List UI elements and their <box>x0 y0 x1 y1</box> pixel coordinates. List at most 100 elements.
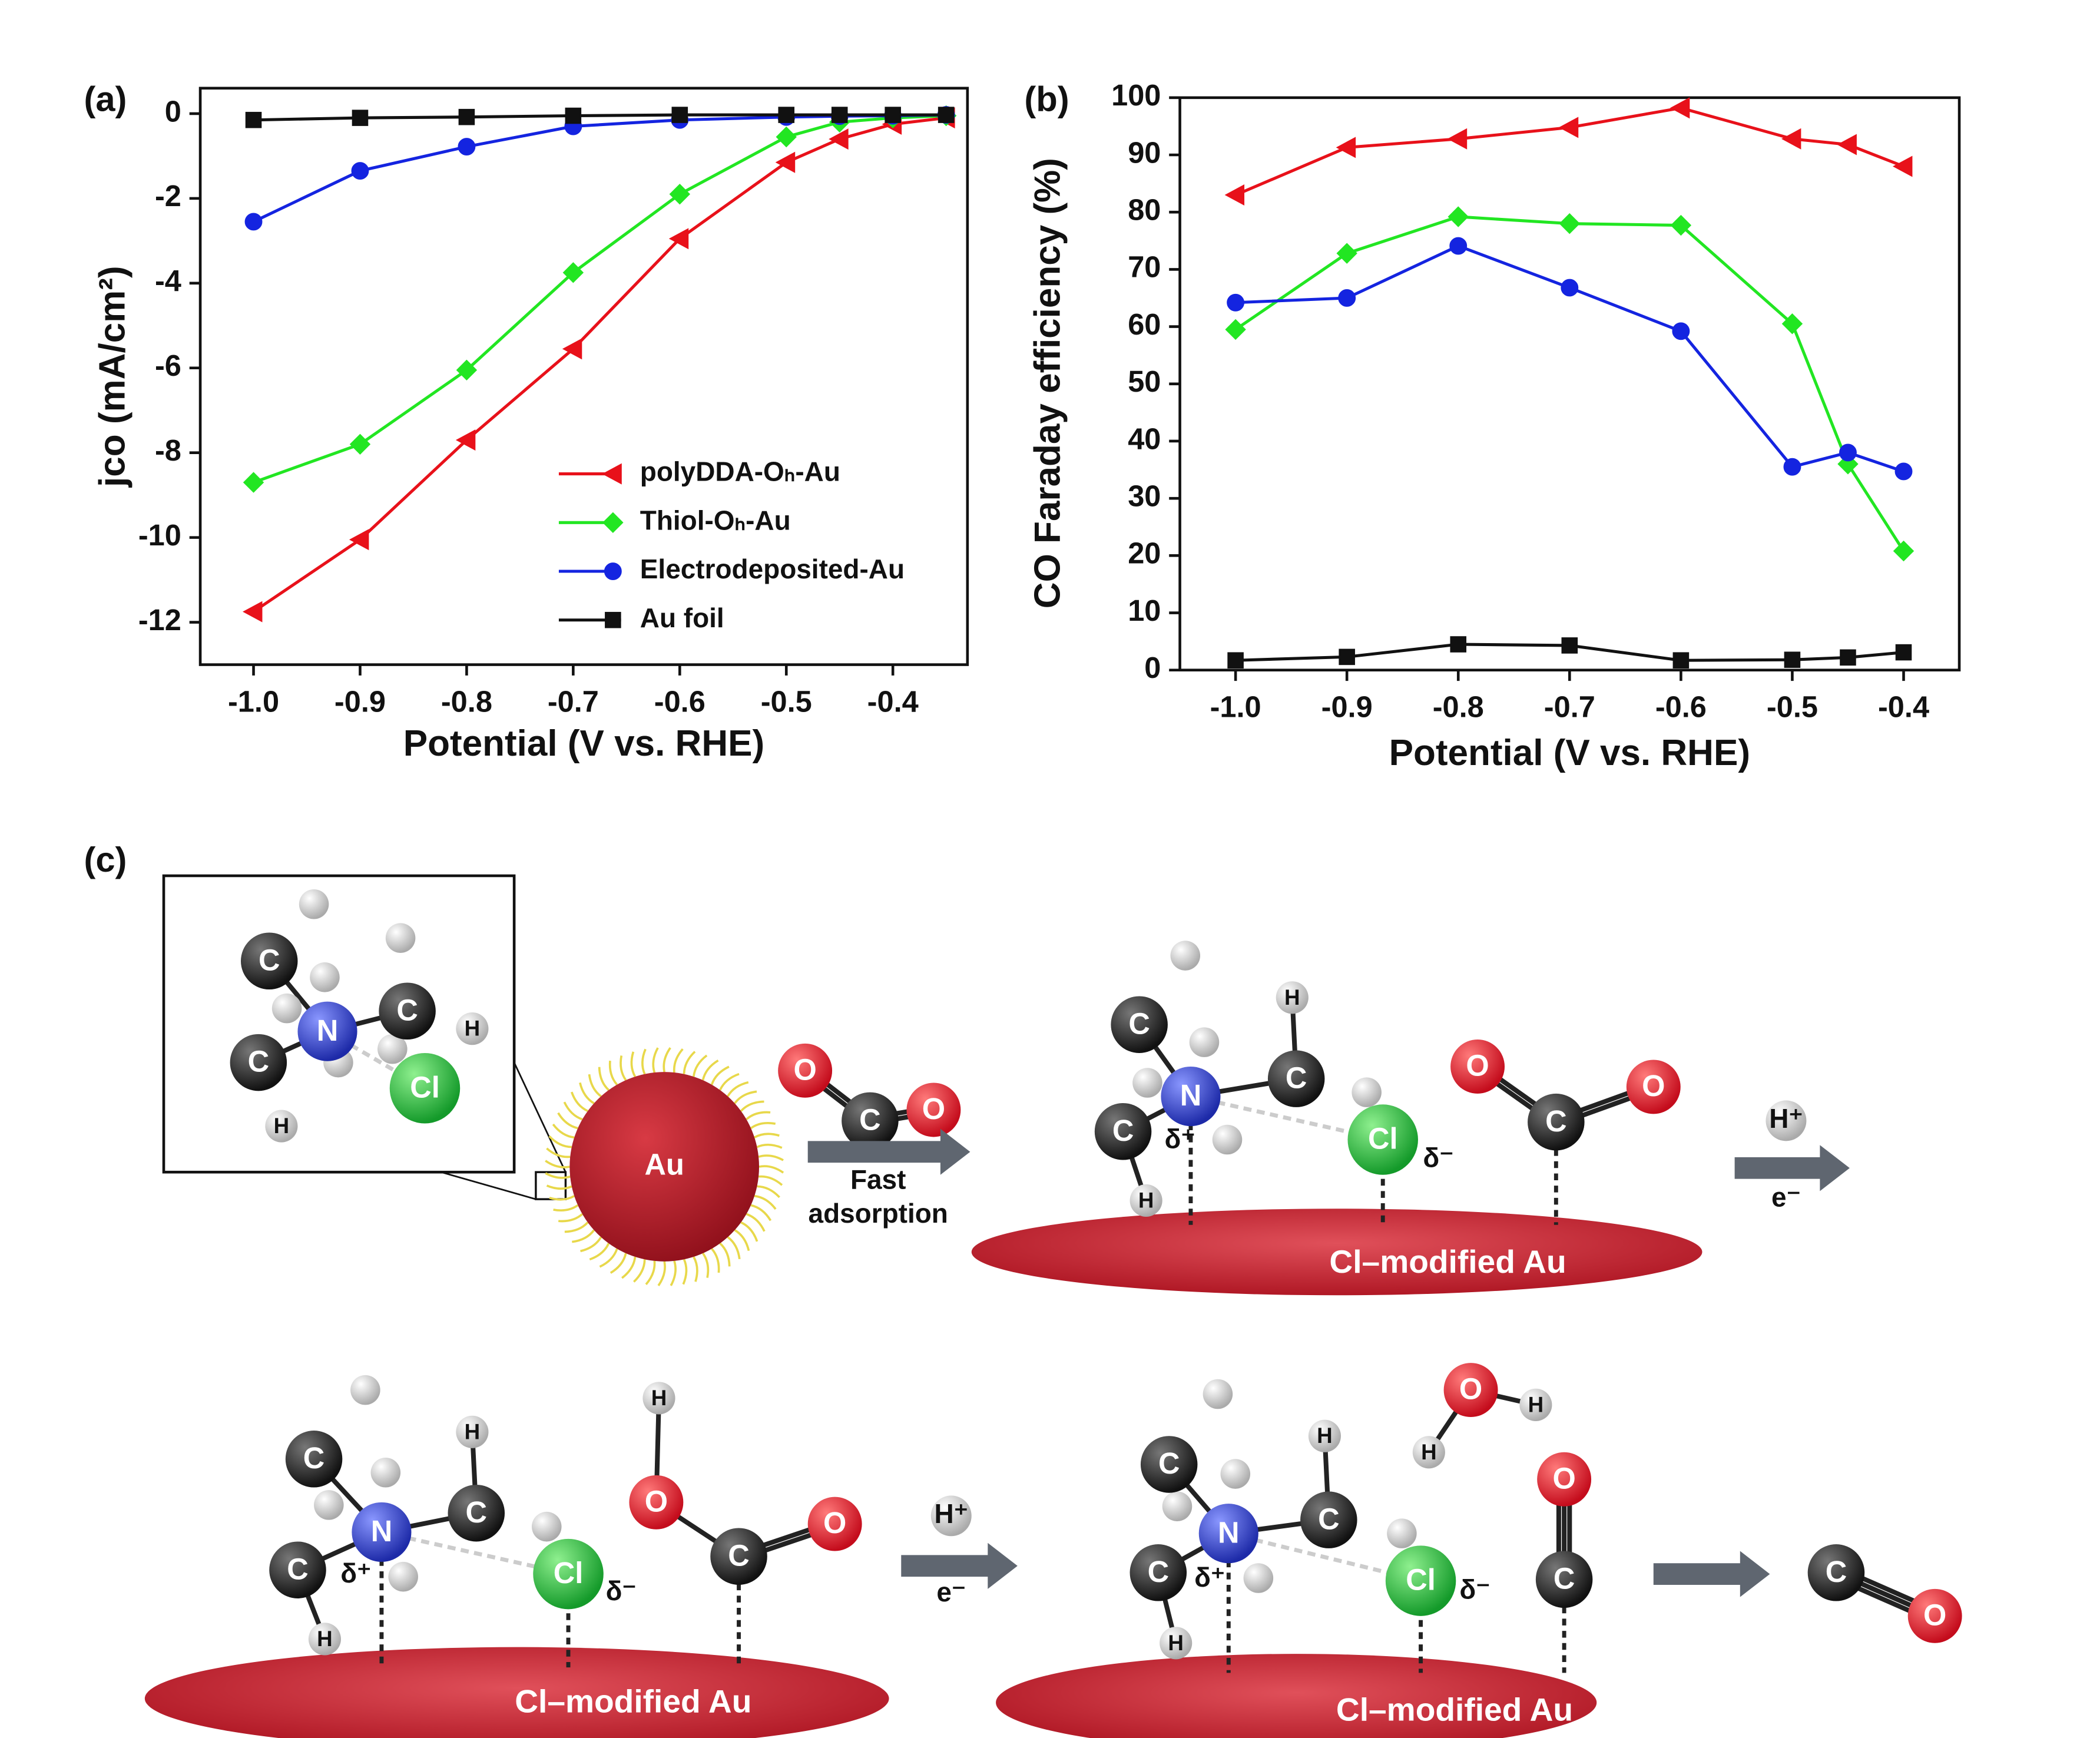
marker <box>1670 214 1692 236</box>
h-atom <box>1170 941 1201 971</box>
atom <box>1300 1491 1357 1548</box>
atom-label: O <box>1459 1372 1482 1406</box>
atom <box>710 1528 767 1585</box>
ligand <box>750 1121 776 1130</box>
ligand <box>563 1101 583 1121</box>
marker <box>1781 313 1803 335</box>
ligand <box>711 1248 720 1273</box>
atom-label: H <box>1421 1440 1437 1464</box>
atom <box>1535 1551 1593 1608</box>
y-tick-label: 10 <box>1128 594 1161 627</box>
x-tick-label: -0.4 <box>1878 690 1929 724</box>
ligand <box>545 1160 570 1168</box>
atom <box>533 1538 604 1610</box>
arrow <box>1653 1551 1770 1597</box>
y-tick-label: -6 <box>155 349 181 382</box>
plot-frame <box>198 87 969 666</box>
ligand <box>572 1229 595 1243</box>
marker <box>243 472 264 493</box>
ligand <box>652 1047 659 1073</box>
atom-label: H <box>1284 985 1300 1009</box>
ligand <box>558 1213 584 1223</box>
marker <box>1450 636 1467 653</box>
charge-label: δ⁺ <box>1165 1123 1195 1154</box>
ligand <box>673 1048 684 1073</box>
ligand <box>750 1204 772 1221</box>
step-label: H⁺ <box>935 1498 968 1529</box>
ligand <box>756 1143 783 1149</box>
charge-label: δ⁻ <box>606 1575 637 1606</box>
marker <box>776 126 797 148</box>
atom <box>1347 1104 1418 1175</box>
ligand <box>746 1111 771 1120</box>
y-tick-label: 20 <box>1128 537 1161 570</box>
atom-label: C <box>1554 1561 1575 1595</box>
atom <box>807 1497 862 1551</box>
y-tick-label: -8 <box>155 433 181 467</box>
marker <box>349 529 369 551</box>
x-tick-label: -0.8 <box>441 685 492 719</box>
h-atom <box>377 1034 408 1064</box>
charge-label: δ⁻ <box>1459 1574 1490 1605</box>
atom-label: C <box>1286 1061 1307 1094</box>
atom <box>379 982 436 1040</box>
atom-label: H <box>274 1114 290 1138</box>
atom-label: N <box>1180 1078 1202 1112</box>
atom-label: H <box>1528 1392 1544 1416</box>
marker <box>455 429 476 451</box>
au-particle <box>569 1072 759 1262</box>
arrow <box>901 1542 1018 1589</box>
h-atom <box>1189 1027 1220 1057</box>
marker <box>829 128 849 150</box>
marker <box>1448 206 1469 227</box>
atom <box>778 1043 833 1098</box>
atom <box>308 1623 342 1656</box>
ligand <box>564 1221 589 1233</box>
marker <box>456 359 478 381</box>
panel-label: (c) <box>84 840 127 879</box>
y-axis-title: CO Faraday efficiency (%) <box>1027 158 1068 608</box>
marker <box>669 183 691 205</box>
marker <box>1781 128 1801 150</box>
atom <box>1519 1388 1552 1421</box>
ligand <box>633 1259 646 1283</box>
marker <box>1672 322 1690 340</box>
ligand <box>621 1256 637 1279</box>
y-tick-label: -10 <box>138 518 181 552</box>
atom <box>297 1001 357 1061</box>
legend-marker <box>605 611 621 628</box>
atom <box>1267 1050 1325 1107</box>
h-atom <box>388 1561 418 1592</box>
atom-label: C <box>1545 1104 1567 1138</box>
marker <box>1558 117 1579 138</box>
h-atom <box>1387 1518 1417 1548</box>
marker <box>1840 649 1856 666</box>
h-atom <box>299 889 329 919</box>
marker <box>562 262 584 283</box>
proton <box>930 1495 972 1537</box>
y-axis-title: jco (mA/cm²) <box>92 266 133 488</box>
atom <box>1528 1093 1585 1151</box>
ligand <box>580 1236 602 1253</box>
h-atom <box>370 1457 401 1488</box>
atom-label: N <box>317 1014 339 1047</box>
atom-label: C <box>303 1441 325 1475</box>
marker <box>1336 243 1357 264</box>
step-label: e⁻ <box>936 1577 966 1607</box>
marker <box>1784 651 1801 668</box>
ligand <box>599 1248 618 1268</box>
ligand <box>693 1054 708 1077</box>
ligand <box>758 1154 784 1161</box>
h-atom <box>1352 1077 1382 1107</box>
charge-label: δ⁺ <box>1194 1562 1225 1593</box>
atom <box>1160 1627 1193 1660</box>
marker <box>1227 652 1244 669</box>
marker <box>1447 128 1468 150</box>
marker <box>831 107 848 123</box>
ligand <box>546 1147 571 1158</box>
h-atom <box>350 1375 380 1405</box>
ligand <box>546 1184 572 1190</box>
atom <box>230 1034 287 1091</box>
ligand <box>570 1091 588 1113</box>
ligand <box>740 1221 758 1242</box>
